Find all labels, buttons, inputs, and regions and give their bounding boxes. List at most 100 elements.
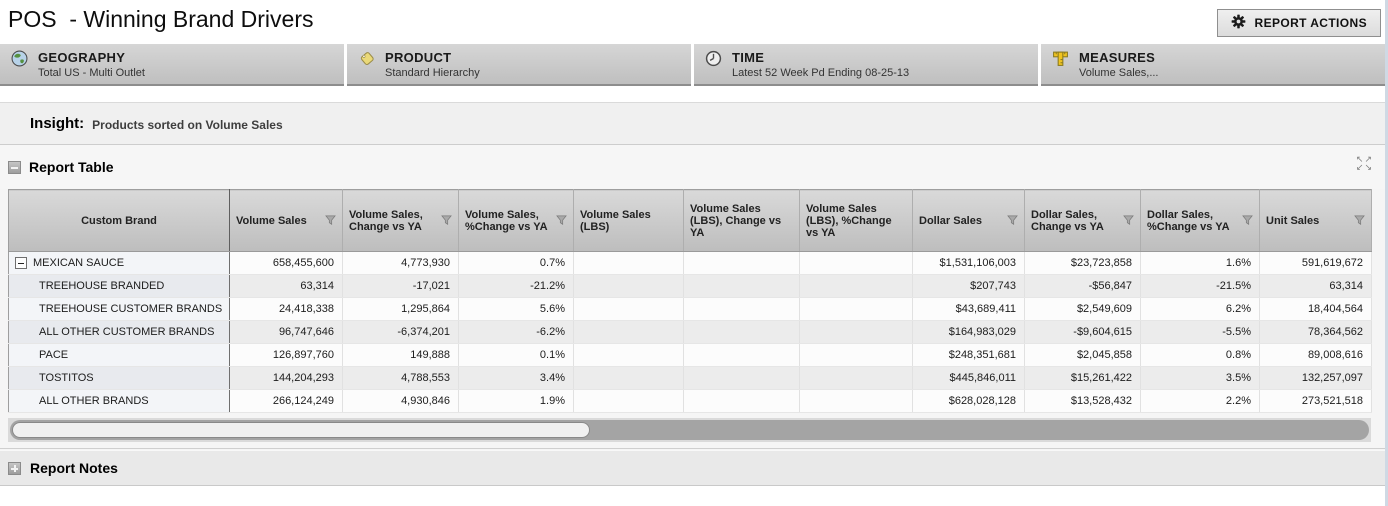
table-cell: 4,773,930 <box>342 251 459 275</box>
table-cell <box>573 274 684 298</box>
table-cell: 3.4% <box>458 366 574 390</box>
column-label: Dollar Sales <box>919 214 982 227</box>
filter-value-time: Latest 52 Week Pd Ending 08-25-13 <box>732 66 910 79</box>
table-cell <box>573 389 684 413</box>
bottom-space <box>0 486 1385 506</box>
filter-panel-product[interactable]: PRODUCT Standard Hierarchy <box>347 44 691 86</box>
column-label: Volume Sales (LBS) <box>580 208 651 233</box>
report-notes-title: Report Notes <box>30 460 118 476</box>
row-expander-icon[interactable] <box>15 257 27 269</box>
column-header-custom-brand[interactable]: Custom Brand <box>8 189 230 252</box>
gear-icon <box>1231 14 1246 32</box>
table-cell: -21.5% <box>1140 274 1260 298</box>
brand-cell: TREEHOUSE CUSTOMER BRANDS <box>8 297 230 321</box>
report-table-section-bar: Report Table ↖↗ ↙↘ <box>0 145 1385 189</box>
filter-icon[interactable] <box>556 215 567 226</box>
column-label: Volume Sales, %Change vs YA <box>465 208 548 233</box>
column-header-dollar-sales-change-vs-ya[interactable]: Dollar Sales, %Change vs YA <box>1140 189 1260 252</box>
filter-value-product: Standard Hierarchy <box>385 66 480 79</box>
table-cell <box>683 343 800 367</box>
table-cell: $164,983,029 <box>912 320 1025 344</box>
filter-icon[interactable] <box>1123 215 1134 226</box>
filter-icon[interactable] <box>325 215 336 226</box>
table-cell: -6.2% <box>458 320 574 344</box>
brand-name: ALL OTHER BRANDS <box>39 395 149 407</box>
expand-section-icon[interactable] <box>8 461 21 475</box>
table-cell: 4,788,553 <box>342 366 459 390</box>
column-header-unit-sales[interactable]: Unit Sales <box>1259 189 1372 252</box>
brand-name: MEXICAN SAUCE <box>33 257 125 269</box>
table-cell <box>799 320 913 344</box>
column-header-volume-sales-change-vs-ya[interactable]: Volume Sales, %Change vs YA <box>458 189 574 252</box>
table-cell: $1,531,106,003 <box>912 251 1025 275</box>
table-cell: 4,930,846 <box>342 389 459 413</box>
table-cell <box>573 251 684 275</box>
column-label: Dollar Sales, Change vs YA <box>1031 208 1104 233</box>
report-notes-section-bar: Report Notes <box>0 450 1385 486</box>
table-cell: 6.2% <box>1140 297 1260 321</box>
table-cell: $628,028,128 <box>912 389 1025 413</box>
report-panel: Insight: Products sorted on Volume Sales… <box>0 102 1385 486</box>
column-header-volume-sales[interactable]: Volume Sales <box>229 189 343 252</box>
table-row: MEXICAN SAUCE 658,455,600 4,773,930 0.7% $1,… <box>8 251 1372 275</box>
scrollbar-track[interactable] <box>10 420 1369 440</box>
table-cell: 63,314 <box>1259 274 1372 298</box>
filter-label-measures: MEASURES <box>1079 49 1156 65</box>
table-cell <box>683 297 800 321</box>
expand-table-icon[interactable]: ↖↗ ↙↘ <box>1355 154 1373 172</box>
table-cell: 3.5% <box>1140 366 1260 390</box>
ruler-icon <box>1052 50 1069 67</box>
table-cell: 0.1% <box>458 343 574 367</box>
filter-panel-time[interactable]: TIME Latest 52 Week Pd Ending 08-25-13 <box>694 44 1038 86</box>
brand-name: PACE <box>39 349 69 361</box>
table-cell <box>799 366 913 390</box>
scrollbar-thumb[interactable] <box>12 422 590 438</box>
column-header-dollar-sales-change-vs-ya[interactable]: Dollar Sales, Change vs YA <box>1024 189 1141 252</box>
column-header-volume-sales-lbs[interactable]: Volume Sales (LBS) <box>573 189 684 252</box>
filter-value-measures: Volume Sales,... <box>1079 66 1159 79</box>
filter-icon[interactable] <box>1354 215 1365 226</box>
table-cell <box>799 343 913 367</box>
table-cell: 89,008,616 <box>1259 343 1372 367</box>
table-cell: 266,124,249 <box>229 389 343 413</box>
brand-cell: TREEHOUSE BRANDED <box>8 274 230 298</box>
table-cell: $2,549,609 <box>1024 297 1141 321</box>
table-row: TREEHOUSE BRANDED 63,314 -17,021 -21.2% $207… <box>8 274 1372 298</box>
table-cell: 2.2% <box>1140 389 1260 413</box>
column-header-volume-sales-lbs-change-vs-ya[interactable]: Volume Sales (LBS), Change vs YA <box>683 189 800 252</box>
report-actions-button[interactable]: REPORT ACTIONS <box>1216 9 1381 37</box>
column-header-volume-sales-change-vs-ya[interactable]: Volume Sales, Change vs YA <box>342 189 459 252</box>
brand-name: TOSTITOS <box>39 372 94 384</box>
column-header-volume-sales-lbs-change-vs-ya[interactable]: Volume Sales (LBS), %Change vs YA <box>799 189 913 252</box>
table-cell: 18,404,564 <box>1259 297 1372 321</box>
clock-icon <box>705 50 722 67</box>
brand-cell: MEXICAN SAUCE <box>8 251 230 275</box>
brand-name: TREEHOUSE CUSTOMER BRANDS <box>39 303 223 315</box>
table-cell: -21.2% <box>458 274 574 298</box>
filter-icon[interactable] <box>441 215 452 226</box>
filter-icon[interactable] <box>1242 215 1253 226</box>
filter-panel-measures[interactable]: MEASURES Volume Sales,... <box>1041 44 1385 86</box>
table-cell: 273,521,518 <box>1259 389 1372 413</box>
table-cell: -6,374,201 <box>342 320 459 344</box>
table-cell: $13,528,432 <box>1024 389 1141 413</box>
filter-bar: GEOGRAPHY Total US - Multi Outlet PRODUC… <box>0 44 1385 86</box>
table-cell <box>573 320 684 344</box>
collapse-section-icon[interactable] <box>8 160 21 174</box>
table-cell: 591,619,672 <box>1259 251 1372 275</box>
report-table-title: Report Table <box>29 159 114 175</box>
filter-panel-geography[interactable]: GEOGRAPHY Total US - Multi Outlet <box>0 44 344 86</box>
table-row: TREEHOUSE CUSTOMER BRANDS 24,418,338 1,295… <box>8 297 1372 321</box>
section-divider <box>0 448 1385 449</box>
table-cell: $248,351,681 <box>912 343 1025 367</box>
brand-name: ALL OTHER CUSTOMER BRANDS <box>39 326 215 338</box>
column-label: Unit Sales <box>1266 214 1320 227</box>
table-cell: 1.6% <box>1140 251 1260 275</box>
column-header-dollar-sales[interactable]: Dollar Sales <box>912 189 1025 252</box>
filter-icon[interactable] <box>1007 215 1018 226</box>
globe-icon <box>11 50 28 67</box>
report-table-wrap: Custom Brand Volume Sales Volume Sales, Ch… <box>8 189 1372 413</box>
table-cell: 658,455,600 <box>229 251 343 275</box>
table-cell <box>683 389 800 413</box>
table-body: MEXICAN SAUCE 658,455,600 4,773,930 0.7% $1,… <box>8 251 1372 413</box>
